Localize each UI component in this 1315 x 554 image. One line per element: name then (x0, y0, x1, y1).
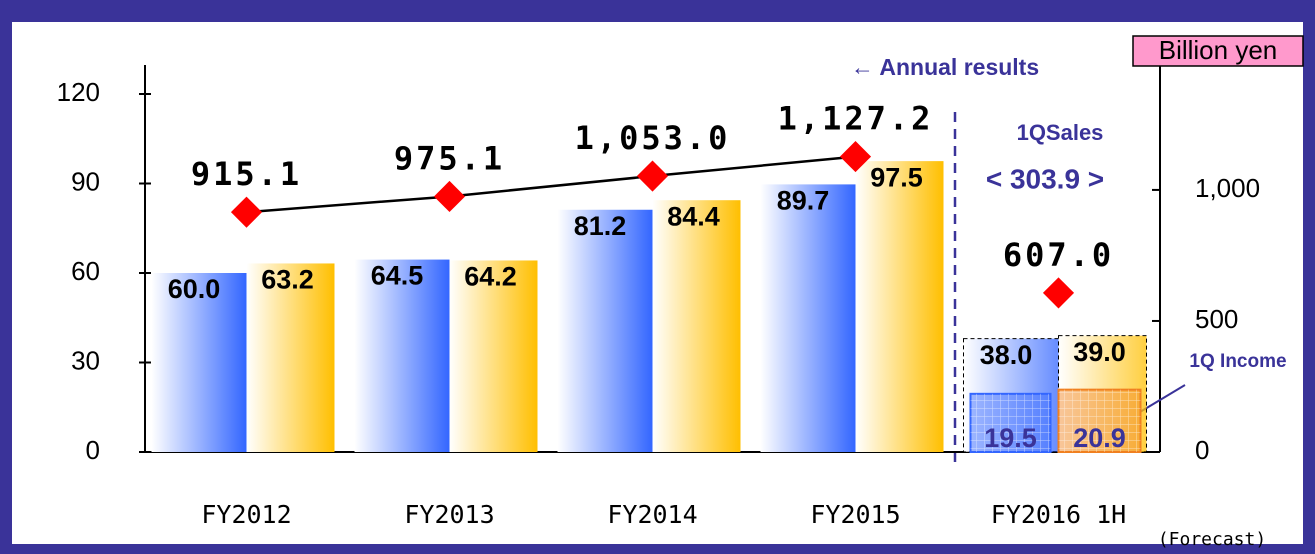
bar-value-label: 63.2 (261, 265, 314, 295)
marker (1042, 277, 1075, 309)
bar-value-label: 97.5 (870, 162, 923, 192)
x-tick-label: FY2014 (607, 500, 697, 529)
q1-income-label: 1Q Income (1189, 351, 1286, 372)
y2-tick-label: 1,000 (1195, 173, 1260, 203)
unit-box (1132, 35, 1304, 67)
x-tick-label: FY2012 (201, 500, 291, 529)
bar (652, 200, 741, 452)
q1-sales: < 303.9 > (986, 163, 1104, 194)
bar-value-label: 84.4 (667, 201, 720, 231)
y-tick-label: 90 (71, 166, 100, 196)
line-value-label: 1,127.2 (778, 100, 934, 138)
y-tick-label: 60 (71, 256, 100, 286)
x-tick-label: FY2016 1H (991, 500, 1126, 529)
q1-sales-label: 1QSales (1017, 120, 1104, 145)
y-tick-label: 30 (71, 345, 100, 375)
callout-line (1139, 384, 1186, 413)
x-tick-label: FY2013 (404, 500, 494, 529)
bar-value-label: 81.2 (574, 211, 627, 241)
q1-income-label: 20.9 (1073, 423, 1126, 453)
bar (246, 263, 335, 452)
line-value-label: 915.1 (191, 155, 302, 193)
x-tick-label: FY2015 (810, 500, 900, 529)
bar-value-label: 39.0 (1073, 337, 1126, 367)
y2-tick-label: 500 (1195, 304, 1238, 334)
annotation: ← Annual results (851, 54, 1039, 80)
bar (855, 161, 944, 452)
y-tick-label: 0 (86, 435, 100, 465)
line-value-label: 975.1 (394, 139, 505, 177)
bar-value-label: 60.0 (168, 274, 221, 304)
hatch (1058, 389, 1141, 452)
marker (230, 196, 263, 228)
bar-value-label: 64.5 (371, 261, 424, 291)
line (246, 155, 856, 214)
bar (354, 259, 450, 452)
line-value-label: 607.0 (1003, 236, 1114, 274)
y2-tick-label: 0 (1195, 435, 1209, 465)
y2-unit: Billion yen (1159, 35, 1278, 65)
bar (449, 260, 538, 452)
bar-value-label: 89.7 (777, 186, 830, 216)
line-value-label: 1,053.0 (575, 119, 731, 157)
bar (760, 184, 856, 452)
y-tick-label: 120 (57, 77, 100, 107)
bar (557, 209, 653, 452)
q1-income-label: 19.5 (984, 423, 1037, 453)
bar (151, 273, 247, 452)
bar-value-label: 64.2 (464, 262, 517, 292)
marker (433, 180, 466, 213)
hatch (970, 393, 1051, 452)
bar-value-label: 38.0 (980, 340, 1033, 370)
forecast-note: (Forecast) (1158, 529, 1266, 550)
